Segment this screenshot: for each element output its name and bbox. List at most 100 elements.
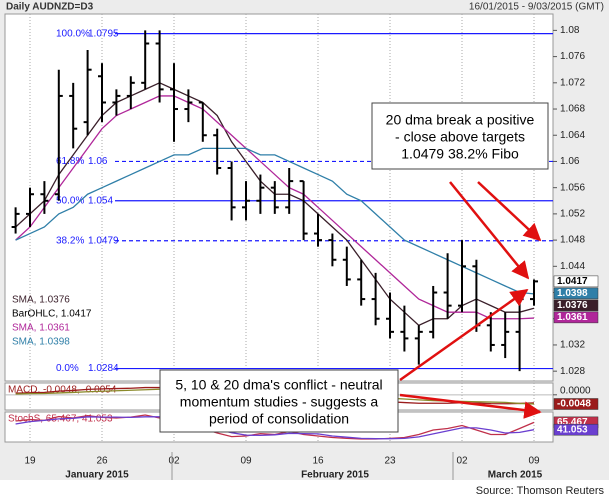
ohlc-bar <box>242 181 250 221</box>
date-range: 16/01/2015 - 9/03/2015 (GMT) <box>469 2 604 13</box>
annotation-text: 20 dma break a positive <box>386 112 535 128</box>
month-label: March 2015 <box>488 470 543 481</box>
y-tick-label: 1.064 <box>560 130 585 141</box>
value-box-label: -0.0048 <box>557 399 591 410</box>
fib-value: 1.054 <box>88 195 113 206</box>
fib-label: 61.8% <box>56 156 84 167</box>
ohlc-bar <box>357 259 366 306</box>
value-box <box>553 423 599 436</box>
arrow <box>399 288 529 382</box>
ohlc-bar <box>386 292 394 339</box>
legend-entry: SMA, 1.0398 <box>12 337 70 348</box>
ohlc-bar <box>458 240 466 313</box>
ohlc-bar <box>414 325 423 365</box>
x-tick-label: 02 <box>168 456 180 467</box>
annotation-text: momentum studies - suggests a <box>180 394 379 410</box>
ohlc-bar <box>256 174 265 214</box>
annotation-box <box>159 369 399 433</box>
ohlc-bar <box>184 89 193 123</box>
legend-entry: SMA, 1.0361 <box>12 323 70 334</box>
fib-value: 1.06 <box>88 156 108 167</box>
x-tick-label: 26 <box>96 456 108 467</box>
ohlc-bar <box>40 181 49 214</box>
annotation-text: period of consolidation <box>209 411 349 427</box>
fib-value: 1.0284 <box>88 363 119 374</box>
y-tick-label: 1.076 <box>560 51 585 62</box>
y-tick-label: 1.028 <box>560 366 585 377</box>
fib-value: 1.0795 <box>88 28 119 39</box>
arrow <box>449 181 530 280</box>
fib-value: 1.0479 <box>88 235 119 246</box>
ohlc-bar <box>443 253 452 319</box>
ohlc-bar <box>11 207 20 234</box>
annotation-box <box>371 102 549 170</box>
value-box-label: 1.0376 <box>557 300 588 311</box>
fib-label: 50.0% <box>56 195 84 206</box>
y-tick-label: 1.044 <box>560 261 585 272</box>
y-tick-label: 1.06 <box>560 156 580 167</box>
ohlc-bar <box>98 63 106 123</box>
ohlc-bar <box>299 180 308 241</box>
month-label: February 2015 <box>301 470 369 481</box>
arrow <box>399 393 542 419</box>
x-tick-label: 16 <box>312 456 324 467</box>
ohlc-bar <box>141 30 150 90</box>
x-tick-label: 09 <box>240 456 252 467</box>
ohlc-bar <box>227 161 236 221</box>
value-box <box>553 287 599 300</box>
panel-title: MACD, -0.0048, -0.0054 <box>8 385 117 396</box>
ohlc-bar <box>371 272 380 326</box>
ohlc-bar <box>342 246 351 286</box>
value-box <box>553 275 599 288</box>
fib-label: 38.2% <box>56 235 84 246</box>
ohlc-bar <box>198 101 207 142</box>
ohlc-bar <box>26 187 34 227</box>
fib-label: 100.0% <box>56 28 90 39</box>
month-label: January 2015 <box>65 470 129 481</box>
value-box <box>553 299 599 312</box>
series-line <box>15 416 535 440</box>
fib-label: 0.0% <box>56 363 79 374</box>
y-tick-label: 1.032 <box>560 340 585 351</box>
arrow <box>477 181 542 242</box>
ohlc-bar <box>530 279 538 306</box>
x-tick-label: 09 <box>528 456 540 467</box>
ohlc-bar <box>170 63 178 142</box>
ohlc-bar <box>155 30 164 103</box>
value-box <box>553 311 599 324</box>
value-box-label: 1.0361 <box>557 312 588 323</box>
x-tick-label: 23 <box>384 456 396 467</box>
value-box <box>553 398 599 410</box>
source: Source: Thomson Reuters <box>476 485 605 497</box>
y-tick-label: 1.048 <box>560 235 585 246</box>
y-tick-label: 1.072 <box>560 77 585 88</box>
y-tick-label: 0.0000 <box>560 385 591 396</box>
ohlc-bar <box>54 69 63 201</box>
ohlc-bar <box>270 181 279 214</box>
ohlc-bar <box>83 50 92 136</box>
chart-title: Daily AUDNZD=D3 <box>6 2 94 13</box>
annotation-text: 5, 10 & 20 dma's conflict - neutral <box>175 377 382 393</box>
ohlc-bar <box>112 89 121 116</box>
ohlc-bar <box>429 285 438 339</box>
value-box-label: 1.0417 <box>557 276 588 287</box>
ohlc-bar <box>314 213 322 247</box>
value-box-label: 41.053 <box>557 424 588 435</box>
ohlc-bar <box>328 233 337 267</box>
plot: 19 26 02 09 16 23 02 09 January 2015 February 201… <box>5 14 591 481</box>
legend-entry: BarOHLC, 1.0417 <box>12 309 92 320</box>
y-tick-label: 1.08 <box>560 25 580 36</box>
ohlc-bar <box>501 312 510 359</box>
legend-entry: SMA, 1.0376 <box>12 295 70 306</box>
value-box-label: 1.0398 <box>557 288 588 299</box>
ohlc-bar <box>486 312 495 352</box>
ohlc-bar <box>126 76 135 110</box>
y-tick-label: 1.068 <box>560 104 585 115</box>
y-tick-label: 1.052 <box>560 209 585 220</box>
ohlc-bar <box>285 168 294 214</box>
value-box-label: 65.467 <box>557 417 588 428</box>
annotation-text: - close above targets <box>395 129 525 145</box>
x-tick-label: 19 <box>24 456 36 467</box>
